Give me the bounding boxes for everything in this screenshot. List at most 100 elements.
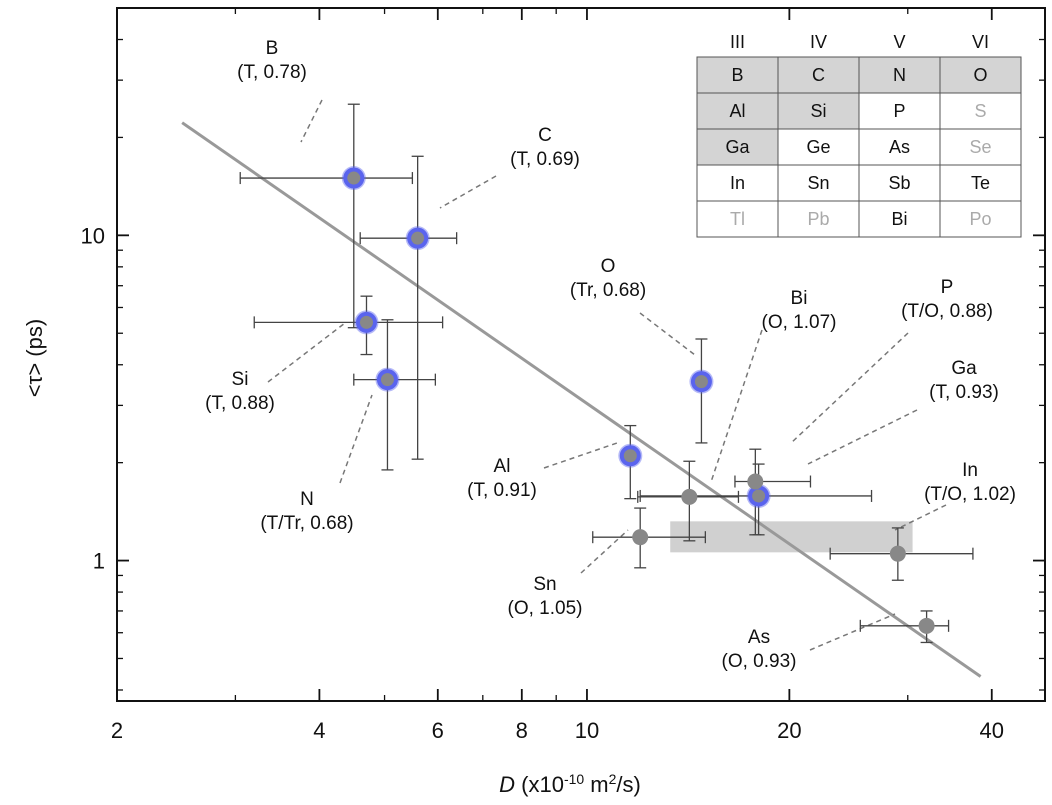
leader-line-b [300, 99, 323, 143]
leader-line-sn [580, 529, 629, 574]
x-tick-label-4: 4 [313, 718, 325, 743]
point-tag-o: (Tr, 0.68) [570, 280, 646, 301]
point-al [619, 445, 641, 467]
x-axis-var: D [499, 772, 515, 797]
point-c [407, 227, 429, 249]
shaded-region-layer [670, 521, 913, 553]
point-label-b: B [266, 38, 279, 59]
y-tick-label-10: 10 [81, 223, 105, 248]
table-symbol-c: C [812, 65, 825, 85]
table-cell-in [696, 164, 779, 202]
point-tag-al: (T, 0.91) [467, 480, 537, 501]
fit-line-layer [181, 121, 982, 678]
point-label-as: As [748, 627, 770, 648]
table-symbol-ge: Ge [806, 137, 830, 157]
leader-line-bi [710, 329, 763, 483]
table-symbol-p: P [893, 101, 905, 121]
leader-line-n [339, 394, 373, 484]
point-label-sn: Sn [533, 574, 556, 595]
table-symbol-b: B [731, 65, 743, 85]
point-tag-in: (T/O, 1.02) [924, 484, 1016, 505]
point-tag-p: (T/O, 0.88) [901, 301, 993, 322]
point-label-ga: Ga [951, 358, 977, 379]
leader-line-al [543, 442, 618, 469]
x-axis-mid: m [584, 772, 608, 797]
table-group-v: V [893, 32, 905, 52]
table-cell-c [777, 56, 860, 94]
points-layer [341, 166, 935, 634]
point-tag-bi: (O, 1.07) [762, 312, 837, 333]
periodic-table-inset: III IV V VI B C N O Al Si P S Ga Ge As Se In Sn Sb Te Tl Pb Bi… [696, 32, 1022, 238]
leader-line-p [789, 332, 909, 445]
point-label-bi: Bi [791, 288, 808, 309]
x-axis-exp2: 2 [609, 771, 617, 787]
point-label-n: N [300, 489, 314, 510]
table-cell-o [939, 56, 1022, 94]
point-tag-c: (T, 0.69) [510, 149, 580, 170]
table-symbol-sb: Sb [888, 173, 910, 193]
leader-line-c [439, 175, 497, 209]
point-label-si: Si [232, 369, 249, 390]
x-axis-exp1: -10 [564, 771, 584, 787]
table-cell-s [939, 92, 1022, 130]
point-tag-ga: (T, 0.93) [929, 382, 999, 403]
table-symbol-tl: Tl [730, 209, 745, 229]
table-group-iv: IV [810, 32, 827, 52]
leader-line-in [894, 504, 947, 531]
table-symbol-te: Te [971, 173, 990, 193]
table-cell-te [939, 164, 1022, 202]
point-n [376, 369, 398, 391]
point-b [343, 167, 365, 189]
table-group-iii: III [730, 32, 745, 52]
point-ga [747, 473, 764, 490]
leader-line-as [809, 613, 896, 651]
table-symbol-se: Se [969, 137, 991, 157]
table-cell-bi [858, 200, 941, 238]
table-cell-al [696, 92, 779, 130]
table-symbol-n: N [893, 65, 906, 85]
x-tick-label-40: 40 [980, 718, 1004, 743]
table-symbol-po: Po [969, 209, 991, 229]
table-symbol-bi: Bi [891, 209, 907, 229]
table-symbol-in: In [730, 173, 745, 193]
table-symbol-o: O [973, 65, 987, 85]
leader-line-o [639, 312, 696, 356]
point-tag-sn: (O, 1.05) [508, 598, 583, 619]
table-symbol-s: S [974, 101, 986, 121]
y-axis-title: <τ> (ps) [22, 319, 47, 397]
point-tag-si: (T, 0.88) [205, 393, 275, 414]
point-as [918, 617, 935, 634]
shaded-region [670, 521, 913, 553]
point-p [748, 485, 770, 507]
table-symbol-al: Al [729, 101, 745, 121]
table-cell-sb [858, 164, 941, 202]
leader-lines-layer [267, 99, 947, 651]
table-cell-po [939, 200, 1022, 238]
point-o [690, 371, 712, 393]
axes-layer: 2 4 6 8 10 20 40 1 10 [81, 7, 1046, 743]
point-tag-as: (O, 0.93) [722, 651, 797, 672]
table-symbol-pb: Pb [807, 209, 829, 229]
table-symbol-sn: Sn [807, 173, 829, 193]
point-in [889, 545, 906, 562]
table-group-vi: VI [972, 32, 989, 52]
table-cell-pb [777, 200, 860, 238]
point-sn [632, 529, 649, 546]
table-symbol-ga: Ga [725, 137, 750, 157]
x-axis-pre: (x10 [515, 772, 564, 797]
x-axis-post: /s) [616, 772, 640, 797]
x-tick-label-2: 2 [111, 718, 123, 743]
point-label-o: O [601, 256, 616, 277]
x-tick-label-20: 20 [777, 718, 801, 743]
point-si [355, 311, 377, 333]
point-labels-layer: B (T, 0.78) C (T, 0.69) Si (T, 0.88) N (T/Tr, 0… [205, 38, 1016, 672]
point-label-p: P [941, 277, 954, 298]
point-bi [681, 488, 698, 505]
x-tick-label-6: 6 [432, 718, 444, 743]
table-cell-n [858, 56, 941, 94]
point-tag-b: (T, 0.78) [237, 62, 307, 83]
plot-frame [116, 7, 1046, 702]
table-cell-tl [696, 200, 779, 238]
fit-line [181, 121, 982, 678]
